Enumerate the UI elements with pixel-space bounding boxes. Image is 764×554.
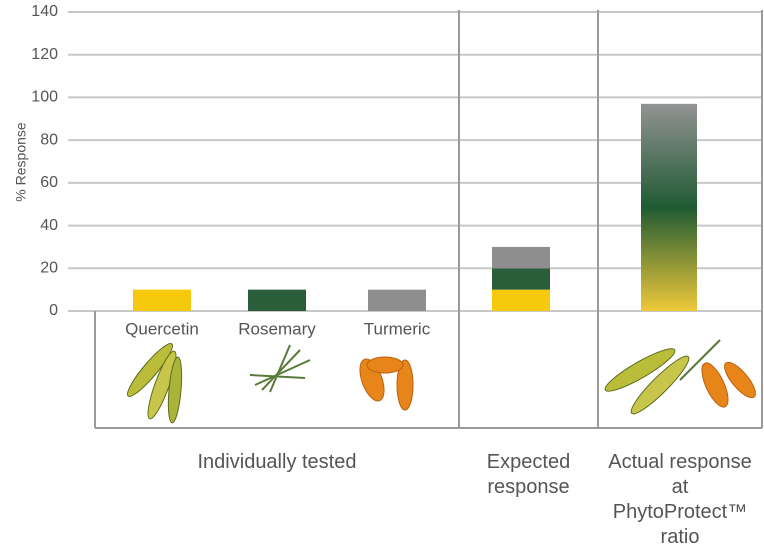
y-tick-label: 60 bbox=[40, 174, 58, 191]
y-tick-label: 80 bbox=[40, 131, 58, 148]
stacked-bar-segment bbox=[492, 290, 550, 311]
y-tick-label: 20 bbox=[40, 260, 58, 277]
group-label: Expected response bbox=[459, 450, 598, 500]
y-axis-label: % Response bbox=[13, 122, 29, 202]
y-tick-label: 0 bbox=[49, 302, 58, 319]
bar bbox=[641, 104, 697, 311]
turmeric-illustration bbox=[355, 356, 413, 410]
bar bbox=[248, 290, 306, 311]
group-label: Actual response at PhytoProtect™ ratio bbox=[598, 450, 762, 550]
bar bbox=[133, 290, 191, 311]
y-tick-label: 120 bbox=[31, 46, 58, 63]
group-label: Individually tested bbox=[95, 450, 459, 475]
bar bbox=[368, 290, 426, 311]
x-tick-label: Quercetin bbox=[125, 319, 199, 338]
y-tick-label: 140 bbox=[31, 3, 58, 20]
x-tick-label: Rosemary bbox=[238, 319, 316, 338]
stacked-bar-segment bbox=[492, 247, 550, 268]
chart-page: % Response 0 20 40 60 80 100 120 140 Quercetin R… bbox=[0, 0, 764, 554]
y-tick-label: 100 bbox=[31, 89, 58, 106]
rosemary-illustration bbox=[250, 345, 310, 392]
stacked-bar-segment bbox=[492, 268, 550, 289]
combined-illustration bbox=[601, 340, 760, 419]
y-tick-label: 40 bbox=[40, 217, 58, 234]
quercetin-illustration bbox=[123, 339, 184, 423]
x-tick-label: Turmeric bbox=[364, 319, 431, 338]
